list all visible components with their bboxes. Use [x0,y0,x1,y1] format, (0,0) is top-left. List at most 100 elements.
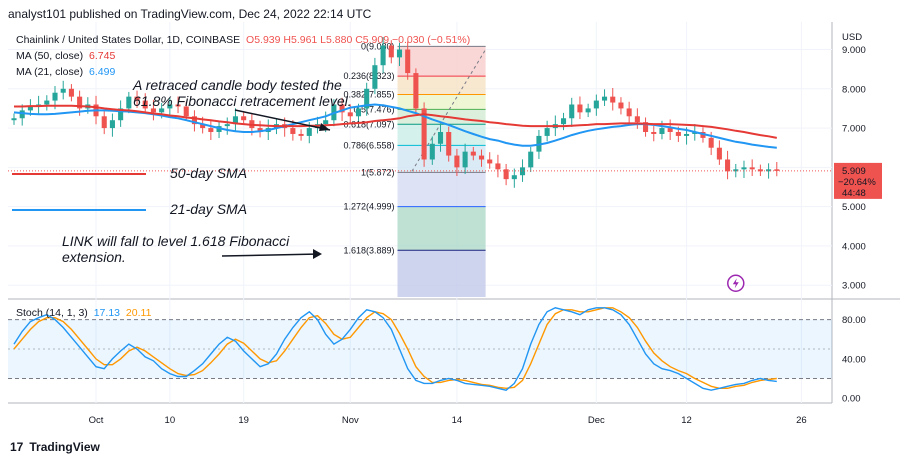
candle-body [355,108,362,117]
ma21-legend[interactable]: MA (21, close) 6.499 [16,66,115,78]
countdown-label: 44:48 [842,188,866,199]
time-tick-label: 26 [796,415,807,426]
candle-body [290,128,296,134]
candle-body [634,116,640,123]
candle-body [175,104,181,107]
candle-body [757,169,763,172]
price-tick-label: 5.000 [842,202,866,213]
stoch-legend[interactable]: Stoch (14, 1, 3) 17.13 20.11 [16,307,151,319]
ma21-label: MA (21, close) [16,66,84,78]
price-tick-label: 7.000 [842,124,866,135]
candle-body [405,49,411,74]
fib-zone [397,206,486,251]
tradingview-brand: TradingView [29,440,100,454]
candle-body [429,143,435,160]
tradingview-footer[interactable]: 17 TradingView [10,440,100,454]
candle-body [610,96,616,103]
candle-body [675,132,681,136]
candle-body [602,96,608,101]
fib-level-label: 1(5.872) [361,167,395,177]
last-change-label: −20.64% [838,177,876,188]
candle-body [421,108,427,160]
candle-body [200,124,206,129]
candle-body [593,100,599,109]
candle-body [52,92,58,101]
annotation-arrow-line-2 [221,253,321,257]
symbol-legend: Chainlink / United States Dollar, 1D, CO… [16,34,470,46]
candle-body [708,137,714,148]
time-tick-label: 12 [681,415,692,426]
candle-body [437,132,444,144]
candle-body [749,167,755,170]
ma50-legend[interactable]: MA (50, close) 6.745 [16,50,115,62]
candle-body [643,122,649,132]
candle-body [577,104,583,113]
arrow-head-icon [319,123,330,131]
moving-averages [13,103,777,149]
candle-body [68,88,74,97]
time-tick-label: 10 [165,415,176,426]
candle-body [396,49,403,58]
candle-body [339,104,345,113]
fib-level-label: 0.786(6.558) [343,140,394,150]
published-header: analyst101 published on TradingView.com,… [8,7,372,21]
time-tick-label: 14 [452,415,463,426]
candle-body [19,110,25,119]
ma50-line [14,104,777,139]
stoch-k-value: 17.13 [93,307,120,319]
candle-body [470,151,476,156]
fib-zone [397,250,486,297]
candle-body [560,118,567,125]
candle-body [528,151,534,168]
candle-body [159,108,165,113]
candle-body [77,96,83,109]
stoch-label: Stoch (14, 1, 3) [16,307,88,319]
candle-body [44,100,50,105]
fib-level-label: 1.272(4.999) [343,202,394,212]
candle-body [725,159,731,172]
candle-body [232,116,238,125]
tradingview-logo-icon: 17 [10,440,24,454]
annotation-arrow-line [234,109,331,131]
stoch-d-line [13,307,777,390]
candle-body [27,106,33,111]
candle-body [298,133,304,136]
stoch-k-line [13,307,777,391]
candle-body [462,151,468,168]
candle-body [454,155,460,168]
last-price-box [834,162,882,199]
candle-body [684,133,690,136]
candle-body [101,116,107,129]
candle-body [364,88,370,109]
candle-body [446,132,452,156]
candle-body [503,169,509,180]
time-tick-label: 19 [238,415,249,426]
candle-body [495,163,501,170]
fib-zone [397,172,486,207]
stochastic-panel [8,307,832,391]
candle-body [150,108,156,113]
candle-body [191,116,197,125]
annotation-link-line1: LINK will fall to level 1.618 Fibonacci [62,233,290,249]
candle-body [413,73,419,109]
fib-level-label: 0.618(7.097) [343,119,394,129]
stoch-tick-label: 40.00 [842,354,866,365]
candle-body [241,116,247,121]
ma50-value: 6.745 [89,50,116,62]
candle-body [626,108,632,117]
time-tick-label: Dec [588,415,605,426]
annotation-sma50: 50-day SMA [170,165,247,181]
candle-body [569,104,575,119]
candle-body [478,155,485,160]
fib-zone [397,94,486,110]
time-tick-label: Nov [342,415,359,426]
fib-zone [397,145,486,173]
candle-body [585,108,591,113]
candle-body [142,100,148,109]
arrow-head-icon [313,249,322,259]
symbol-title: Chainlink / United States Dollar, 1D, CO… [16,34,241,46]
fib-level-label: 0.236(8.323) [343,71,394,81]
candle-body [618,102,624,109]
annotation-sma21: 21-day SMA [169,201,247,217]
